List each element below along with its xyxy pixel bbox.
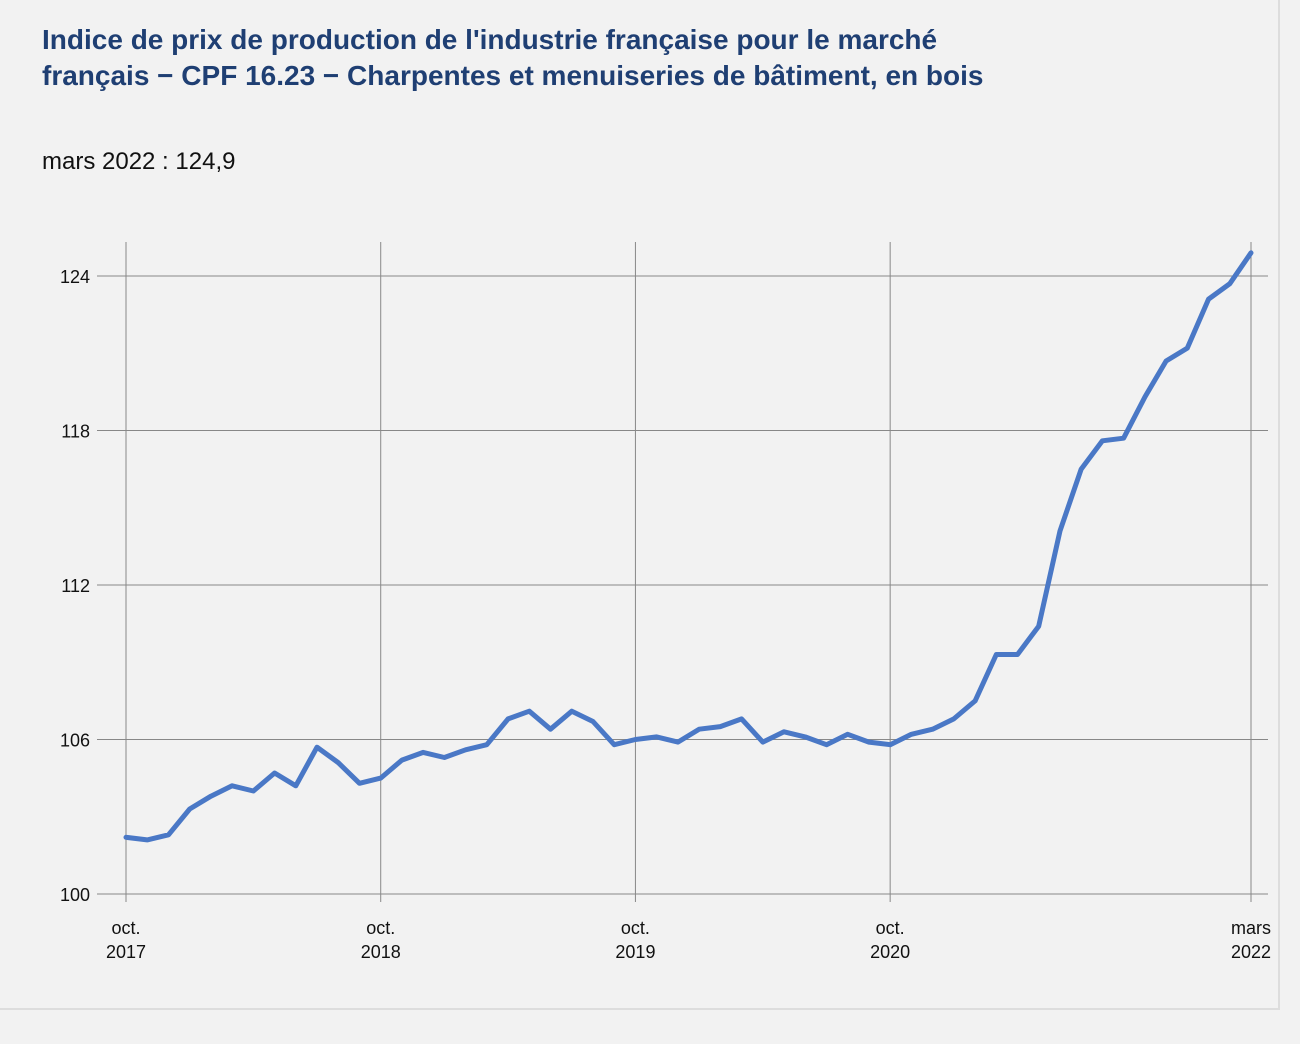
- data-point-23: [612, 742, 617, 747]
- data-point-52: [1227, 281, 1232, 286]
- data-point-50: [1185, 346, 1190, 351]
- data-point-7: [272, 771, 277, 776]
- data-point-37: [909, 732, 914, 737]
- data-point-26: [675, 740, 680, 745]
- data-point-36: [888, 742, 893, 747]
- x-tick-label-2020-year: 2020: [870, 942, 910, 962]
- data-point-0: [124, 835, 129, 840]
- data-point-42: [1015, 652, 1020, 657]
- data-point-2: [166, 832, 171, 837]
- data-point-53: [1249, 250, 1254, 255]
- data-point-18: [506, 716, 511, 721]
- x-tick-label-2022-month: mars: [1231, 918, 1271, 938]
- data-point-34: [845, 732, 850, 737]
- y-tick-label-106: 106: [60, 731, 90, 751]
- series-layer: [123, 250, 1254, 843]
- data-point-16: [463, 747, 468, 752]
- data-point-19: [527, 709, 532, 714]
- data-point-39: [951, 716, 956, 721]
- data-point-5: [230, 783, 235, 788]
- data-point-12: [378, 776, 383, 781]
- data-point-15: [442, 755, 447, 760]
- data-point-35: [866, 740, 871, 745]
- data-point-46: [1100, 438, 1105, 443]
- data-point-27: [697, 727, 702, 732]
- data-point-30: [760, 740, 765, 745]
- data-point-11: [357, 781, 362, 786]
- data-point-6: [251, 789, 256, 794]
- data-point-8: [293, 783, 298, 788]
- data-point-28: [718, 724, 723, 729]
- x-tick-label-2018-year: 2018: [361, 942, 401, 962]
- axis-layer: 100 106 112 118 124 oct. 2017 oct. 2018 oct. 2019 o…: [60, 267, 1271, 962]
- x-tick-label-2022-year: 2022: [1231, 942, 1271, 962]
- chart-subtitle: mars 2022 : 124,9: [42, 148, 236, 175]
- data-point-51: [1206, 297, 1211, 302]
- data-point-43: [1036, 624, 1041, 629]
- data-point-9: [315, 745, 320, 750]
- x-tick-label-2017-year: 2017: [106, 942, 146, 962]
- data-point-1: [145, 837, 150, 842]
- data-point-33: [824, 742, 829, 747]
- data-point-21: [569, 709, 574, 714]
- data-point-17: [484, 742, 489, 747]
- data-point-41: [994, 652, 999, 657]
- chart-title: Indice de prix de production de l'indust…: [42, 24, 984, 91]
- x-tick-label-2019-month: oct.: [621, 918, 650, 938]
- data-point-48: [1142, 395, 1147, 400]
- data-point-22: [591, 719, 596, 724]
- data-point-40: [973, 698, 978, 703]
- data-point-10: [336, 760, 341, 765]
- data-point-47: [1121, 436, 1126, 441]
- data-point-20: [548, 727, 553, 732]
- data-point-14: [421, 750, 426, 755]
- y-tick-label-124: 124: [60, 267, 90, 287]
- data-point-44: [1058, 528, 1063, 533]
- data-point-49: [1164, 359, 1169, 364]
- data-point-3: [187, 807, 192, 812]
- data-point-31: [782, 729, 787, 734]
- x-tick-label-2020-month: oct.: [876, 918, 905, 938]
- data-point-32: [803, 734, 808, 739]
- data-point-4: [208, 794, 213, 799]
- series-line: [123, 250, 1254, 843]
- y-tick-label-100: 100: [60, 885, 90, 905]
- y-tick-label-118: 118: [61, 422, 90, 442]
- x-tick-label-2019-year: 2019: [615, 942, 655, 962]
- data-point-25: [654, 734, 659, 739]
- x-tick-label-2017-month: oct.: [111, 918, 140, 938]
- chart-card: Indice de prix de production de l'indust…: [0, 0, 1280, 1010]
- x-tick-label-2018-month: oct.: [366, 918, 395, 938]
- data-point-45: [1079, 467, 1084, 472]
- data-point-13: [399, 758, 404, 763]
- y-tick-label-112: 112: [61, 576, 90, 596]
- data-point-38: [930, 727, 935, 732]
- data-point-24: [633, 737, 638, 742]
- data-point-29: [739, 716, 744, 721]
- grid-layer: [97, 242, 1268, 902]
